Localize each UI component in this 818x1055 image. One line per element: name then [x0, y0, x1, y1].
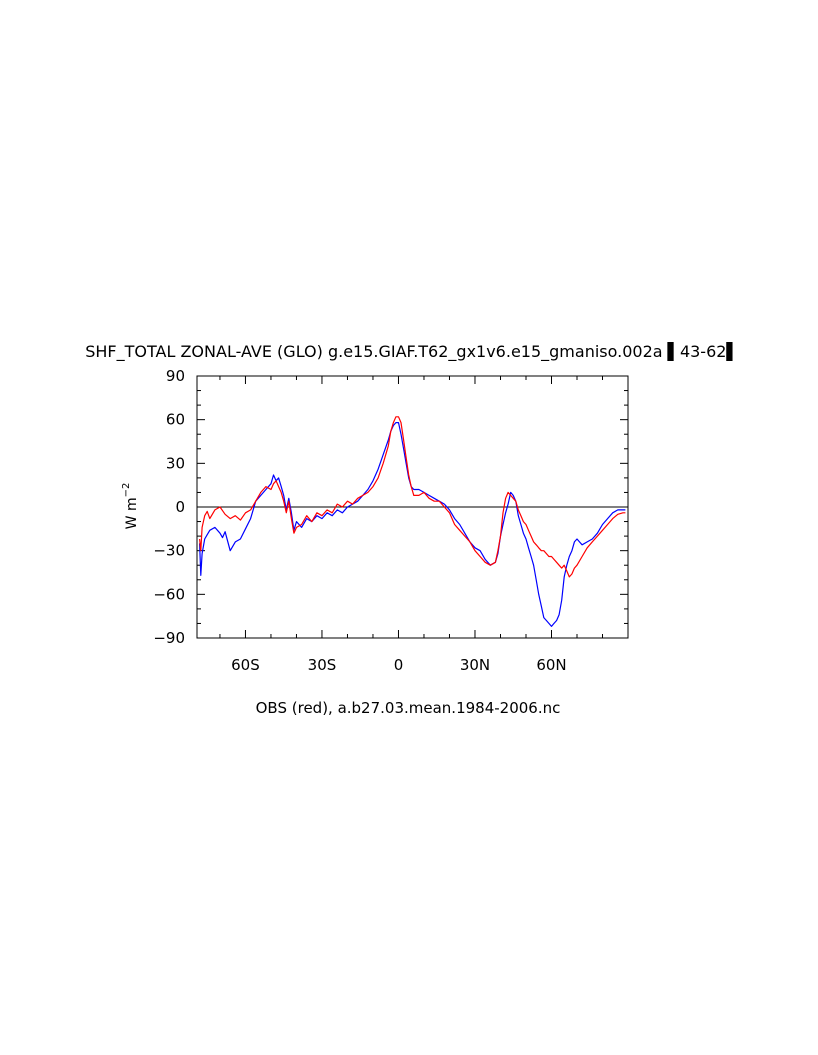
y-axis-label-base: W m — [124, 497, 140, 529]
plot-area — [196, 375, 629, 639]
series-layer — [199, 416, 626, 628]
y-tick-label: 60 — [166, 411, 185, 429]
series-line-obs — [199, 416, 626, 578]
x-tick-label: 60S — [231, 656, 260, 674]
x-axis: 60S 30S 0 30N 60N — [219, 376, 629, 674]
y-tick-label: −30 — [153, 542, 185, 560]
y-tick-label: −60 — [153, 585, 185, 603]
y-tick-label: −90 — [153, 629, 185, 647]
y-axis-label-exponent: −2 — [121, 483, 132, 498]
y-axis-label: W m−2 — [121, 483, 140, 530]
x-tick-label: 30S — [308, 656, 337, 674]
series-line-model — [199, 422, 626, 628]
x-tick-label: 60N — [536, 656, 566, 674]
chart-title: SHF_TOTAL ZONAL-AVE (GLO) g.e15.GIAF.T62… — [85, 341, 739, 362]
x-axis-label: OBS (red), a.b27.03.mean.1984-2006.nc — [256, 699, 561, 717]
x-tick-label: 30N — [460, 656, 490, 674]
y-tick-label: 30 — [166, 454, 185, 472]
y-tick-label: 0 — [175, 498, 185, 516]
x-tick-label: 0 — [394, 656, 404, 674]
y-axis: 90 60 30 0 −30 −60 −90 — [153, 367, 628, 647]
y-tick-label: 90 — [166, 367, 185, 385]
